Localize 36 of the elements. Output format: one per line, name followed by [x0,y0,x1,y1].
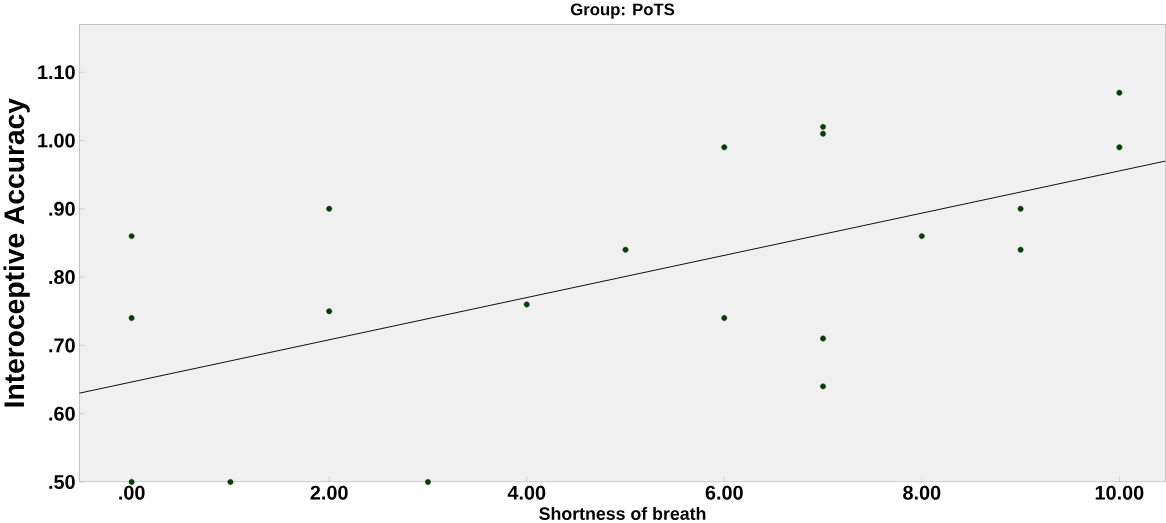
point [326,205,333,212]
point [918,232,925,239]
point [425,478,431,485]
point [128,478,135,485]
point [1017,246,1024,253]
point [622,246,629,253]
chart-title: Group: PoTS [570,3,675,19]
point [820,130,826,137]
point [820,123,826,130]
x-axis-title: Shortness of breath [539,506,706,520]
point [1116,144,1123,151]
point [1116,89,1123,96]
point [128,232,135,239]
x-tick-label: .00 [119,485,145,500]
y-tick-label: .60 [49,406,75,421]
point [1017,205,1024,212]
x-tick-label: 10.00 [1095,485,1144,500]
y-tick-label: 1.10 [38,64,75,80]
point [721,144,728,151]
y-tick-label: .50 [49,474,75,489]
x-tick-label: 6.00 [705,485,743,500]
point [227,478,234,485]
x-tick-label: 8.00 [903,485,941,500]
y-axis-title: Interoceptive Accuracy [3,97,30,407]
y-tick-label: .70 [49,338,75,353]
y-tick-label: .90 [49,201,75,216]
point [128,314,135,321]
point [820,383,826,390]
y-tick-label: .80 [49,269,75,284]
y-tick-label: 1.00 [38,133,75,148]
point [721,314,728,321]
point [523,301,530,308]
point [820,335,826,342]
x-tick-label: 2.00 [310,485,348,500]
point [326,308,333,314]
x-tick-label: 4.00 [507,485,546,500]
